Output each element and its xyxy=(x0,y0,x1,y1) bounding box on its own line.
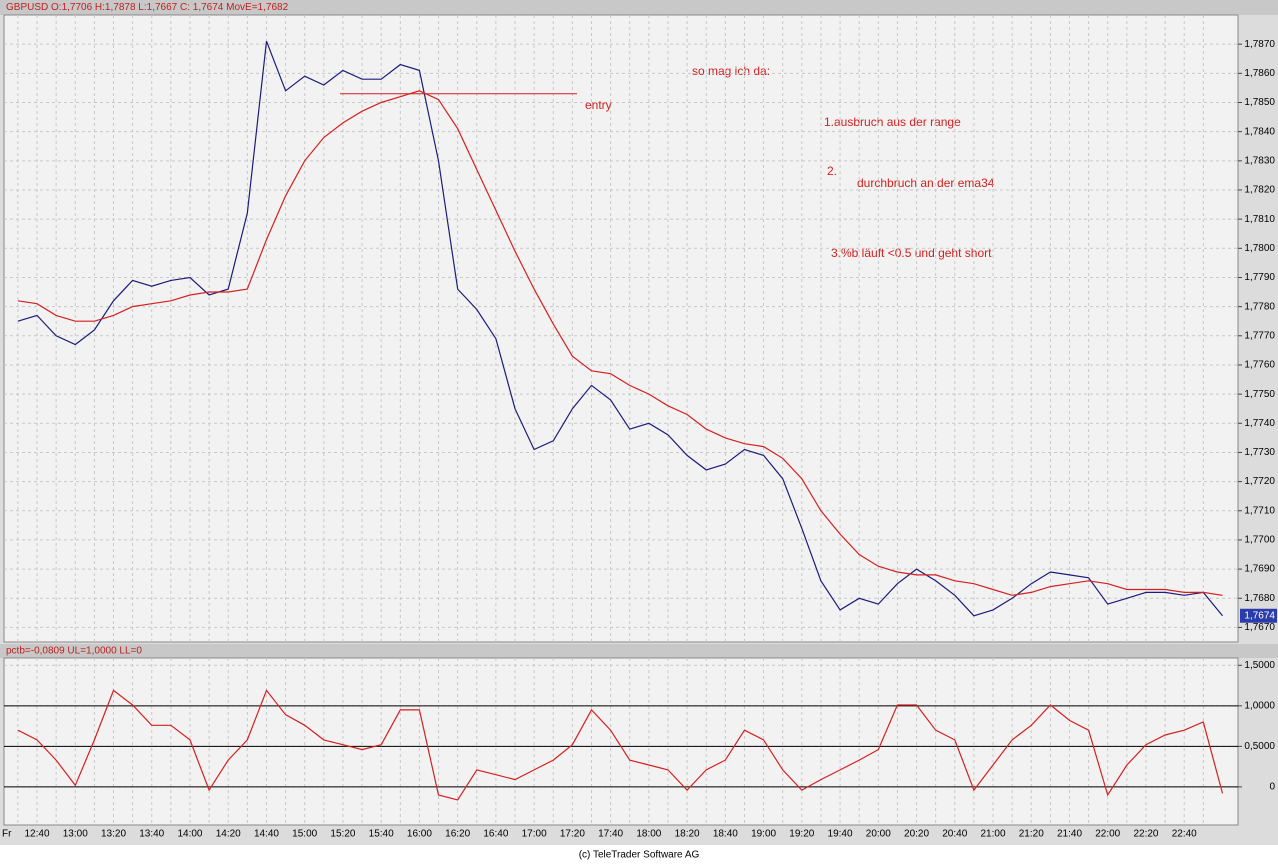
y-tick-label: 1,5000 xyxy=(1244,660,1275,671)
x-tick-label: 12:40 xyxy=(25,829,50,840)
line-series xyxy=(17,689,1224,801)
x-tick-label: 18:40 xyxy=(713,829,738,840)
last-price-label: 1,7674 xyxy=(1244,610,1275,621)
x-tick-label: 17:00 xyxy=(522,829,547,840)
x-tick-label: 19:00 xyxy=(751,829,776,840)
x-tick-label: 17:40 xyxy=(598,829,623,840)
y-tick-label: 1,7830 xyxy=(1244,155,1275,166)
x-tick-label: 20:00 xyxy=(866,829,891,840)
x-tick-label: 13:00 xyxy=(63,829,88,840)
x-tick-label: 14:20 xyxy=(216,829,241,840)
y-tick-label: 1,7860 xyxy=(1244,68,1275,79)
y-tick-label: 1,7750 xyxy=(1244,389,1275,400)
day-label: Fr xyxy=(2,829,12,840)
x-tick-label: 21:00 xyxy=(981,829,1006,840)
y-tick-label: 1,7800 xyxy=(1244,243,1275,254)
annotation: durchbruch an der ema34 xyxy=(857,176,995,190)
y-tick-label: 1,7690 xyxy=(1244,564,1275,575)
x-tick-label: 18:20 xyxy=(675,829,700,840)
annotation: 2. xyxy=(827,164,837,178)
x-tick-label: 15:20 xyxy=(330,829,355,840)
plot-area xyxy=(3,657,1239,826)
last-price-box xyxy=(1240,608,1277,623)
y-tick-label: 1,0000 xyxy=(1244,700,1275,711)
x-tick-label: 20:40 xyxy=(942,829,967,840)
x-tick-label: 22:40 xyxy=(1172,829,1197,840)
y-tick-label: 1,7760 xyxy=(1244,360,1275,371)
plot-area xyxy=(3,14,1239,643)
annotation: 3.%b läuft <0.5 und geht short xyxy=(831,246,992,260)
x-tick-label: 16:00 xyxy=(407,829,432,840)
x-tick-label: 14:40 xyxy=(254,829,279,840)
x-tick-label: 13:20 xyxy=(101,829,126,840)
y-tick-label: 1,7770 xyxy=(1244,330,1275,341)
y-tick-label: 0 xyxy=(1269,782,1275,793)
y-tick-label: 1,7840 xyxy=(1244,126,1275,137)
x-tick-label: 22:00 xyxy=(1095,829,1120,840)
line-series xyxy=(17,90,1223,596)
x-tick-label: 13:40 xyxy=(139,829,164,840)
footer: (c) TeleTrader Software AG xyxy=(579,850,700,861)
x-tick-label: 16:40 xyxy=(483,829,508,840)
y-tick-label: 0,5000 xyxy=(1244,741,1275,752)
y-tick-label: 1,7790 xyxy=(1244,272,1275,283)
entry-label: entry xyxy=(585,98,612,112)
header-bar xyxy=(0,644,1278,658)
x-tick-label: 17:20 xyxy=(560,829,585,840)
y-tick-label: 1,7780 xyxy=(1244,301,1275,312)
x-tick-label: 21:20 xyxy=(1019,829,1044,840)
y-tick-label: 1,7720 xyxy=(1244,476,1275,487)
y-tick-label: 1,7730 xyxy=(1244,447,1275,458)
y-tick-label: 1,7810 xyxy=(1244,214,1275,225)
annotation: 1.ausbruch aus der range xyxy=(824,115,961,129)
y-tick-label: 1,7700 xyxy=(1244,535,1275,546)
footer-bar xyxy=(0,845,1278,862)
x-tick-label: 21:40 xyxy=(1057,829,1082,840)
x-tick-label: 14:00 xyxy=(177,829,202,840)
y-tick-label: 1,7710 xyxy=(1244,505,1275,516)
y-tick-label: 1,7670 xyxy=(1244,622,1275,633)
x-tick-label: 15:40 xyxy=(369,829,394,840)
chart-header: pctb=-0,0809 UL=1,0000 LL=0 xyxy=(6,646,142,657)
header-bar xyxy=(0,0,1278,15)
annotation: so mag ich da: xyxy=(692,64,770,78)
x-tick-label: 19:20 xyxy=(789,829,814,840)
x-tick-label: 19:40 xyxy=(828,829,853,840)
y-tick-label: 1,7870 xyxy=(1244,39,1275,50)
y-tick-label: 1,7740 xyxy=(1244,418,1275,429)
chart-header: GBPUSD O:1,7706 H:1,7878 L:1,7667 C: 1,7… xyxy=(6,2,289,13)
y-tick-label: 1,7680 xyxy=(1244,593,1275,604)
x-tick-label: 16:20 xyxy=(445,829,470,840)
x-tick-label: 22:20 xyxy=(1133,829,1158,840)
y-tick-label: 1,7820 xyxy=(1244,185,1275,196)
x-tick-label: 15:00 xyxy=(292,829,317,840)
x-tick-label: 18:00 xyxy=(636,829,661,840)
y-tick-label: 1,7850 xyxy=(1244,97,1275,108)
x-tick-label: 20:20 xyxy=(904,829,929,840)
